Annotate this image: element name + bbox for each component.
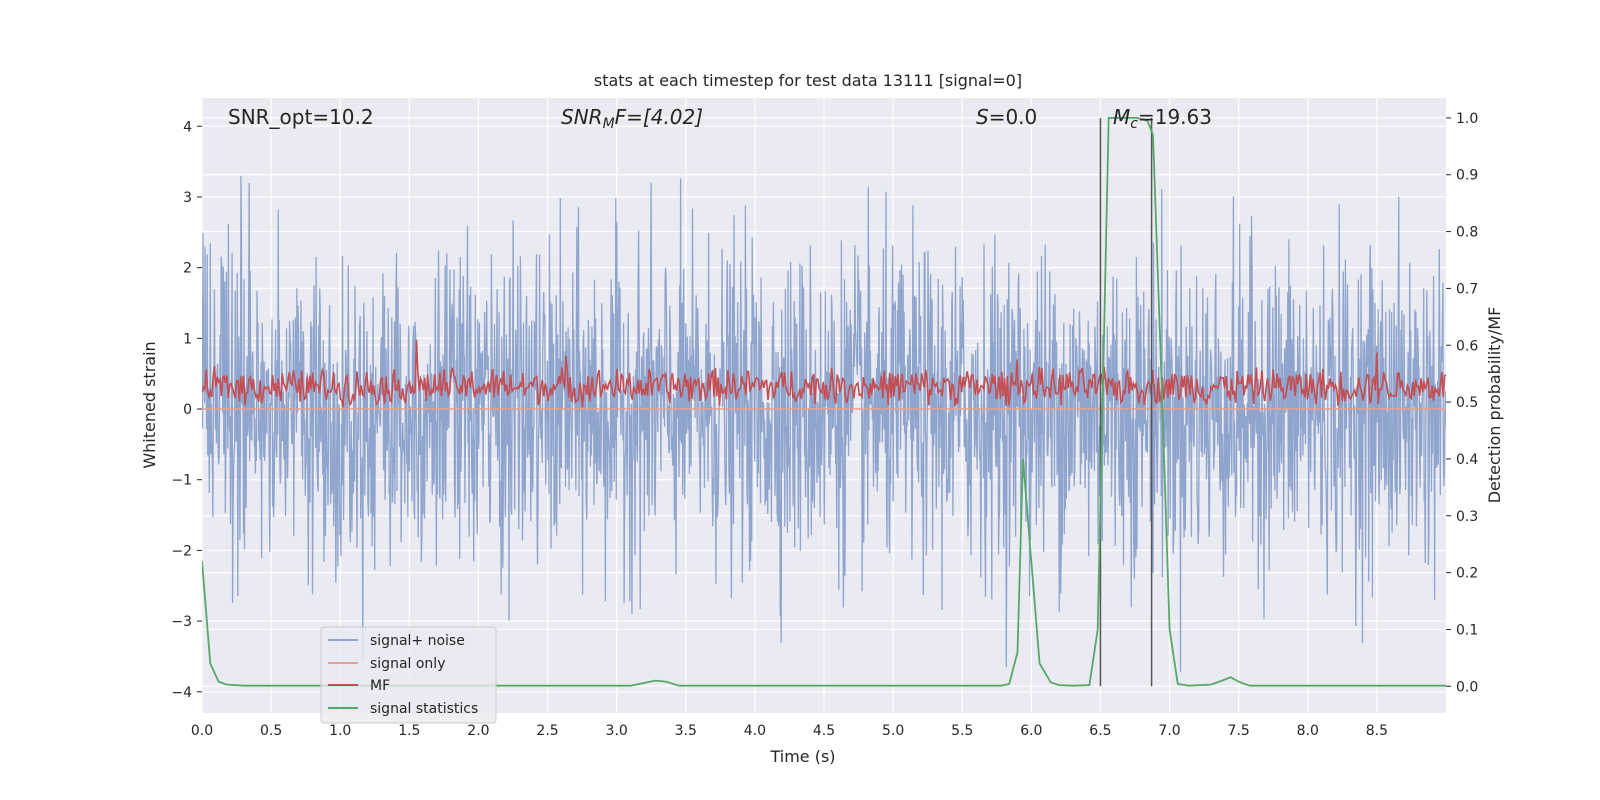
x-tick-label: 4.0	[744, 723, 766, 739]
data-layer	[202, 117, 1446, 687]
annotation-mc: Mc=19.63	[1113, 105, 1212, 132]
y-right-tick-label: 0.1	[1456, 622, 1478, 638]
x-tick-label: 6.5	[1089, 723, 1111, 739]
x-tick-label: 2.0	[467, 723, 489, 739]
y-axis-label: Whitened strain	[140, 341, 159, 468]
y-right-tick-label: 0.8	[1456, 225, 1478, 241]
y-right-tick-label: 0.7	[1456, 281, 1478, 297]
y-right-tick-label: 0.3	[1456, 509, 1478, 525]
y-tick-label: −4	[171, 685, 192, 701]
series-signal-statistics-line	[202, 117, 1446, 687]
annotation-snr-opt: SNR_opt=10.2	[228, 105, 374, 129]
x-tick-label: 4.5	[813, 723, 835, 739]
x-tick-label: 8.0	[1297, 723, 1319, 739]
y-right-tick-label: 0.2	[1456, 566, 1478, 582]
y-axis-right-label: Detection probability/MF	[1485, 307, 1504, 504]
y-right-tick-label: 0.5	[1456, 395, 1478, 411]
x-tick-label: 1.0	[329, 723, 351, 739]
x-tick-label: 2.5	[536, 723, 558, 739]
x-tick-label: 7.5	[1228, 723, 1250, 739]
x-tick-label: 0.5	[260, 723, 282, 739]
y-right-tick-label: 0.6	[1456, 338, 1478, 354]
x-tick-label: 8.5	[1366, 723, 1388, 739]
series-mf-line	[202, 339, 1446, 408]
legend-box	[320, 626, 497, 724]
y-right-tick-label: 0.4	[1456, 452, 1478, 468]
legend-label-mf: MF	[370, 678, 390, 694]
y-tick-label: −1	[171, 473, 192, 489]
y-tick-label: 2	[183, 261, 192, 277]
legend-label-signal-noise: signal+ noise	[370, 633, 465, 649]
x-tick-label: 6.0	[1020, 723, 1042, 739]
y-tick-label: 4	[183, 119, 192, 135]
legend-label-signal-statistics: signal statistics	[370, 701, 478, 717]
x-tick-label: 3.0	[606, 723, 628, 739]
x-tick-label: 5.5	[951, 723, 973, 739]
y-tick-label: 1	[183, 331, 192, 347]
legend-label-signal-only: signal only	[370, 656, 445, 672]
y-tick-label: 3	[183, 190, 192, 206]
x-tick-label: 7.0	[1158, 723, 1180, 739]
legend: signal+ noise signal only MF signal stat…	[320, 626, 497, 724]
ticks: 0.0 0.5 1.0 1.5 2.0 2.5 3.0 3.5 4.0 4.5 5.0 5.5 6.0 6…	[171, 111, 1478, 739]
y-tick-label: −3	[171, 614, 192, 630]
x-tick-label: 0.0	[191, 723, 213, 739]
chart-title: stats at each timestep for test data 131…	[594, 71, 1022, 90]
x-tick-label: 5.0	[882, 723, 904, 739]
y-right-tick-label: 0.9	[1456, 168, 1478, 184]
y-right-tick-label: 1.0	[1456, 111, 1478, 127]
annotation-snr-mf: SNRMF=[4.02]	[561, 105, 703, 132]
annotation-s: S=0.0	[976, 105, 1037, 129]
x-tick-label: 1.5	[398, 723, 420, 739]
y-tick-label: 0	[183, 402, 192, 418]
y-tick-label: −2	[171, 543, 192, 559]
y-right-tick-label: 0.0	[1456, 679, 1478, 695]
series-signal-noise-line	[202, 175, 1446, 673]
x-axis-label: Time (s)	[769, 747, 835, 766]
x-tick-label: 3.5	[675, 723, 697, 739]
